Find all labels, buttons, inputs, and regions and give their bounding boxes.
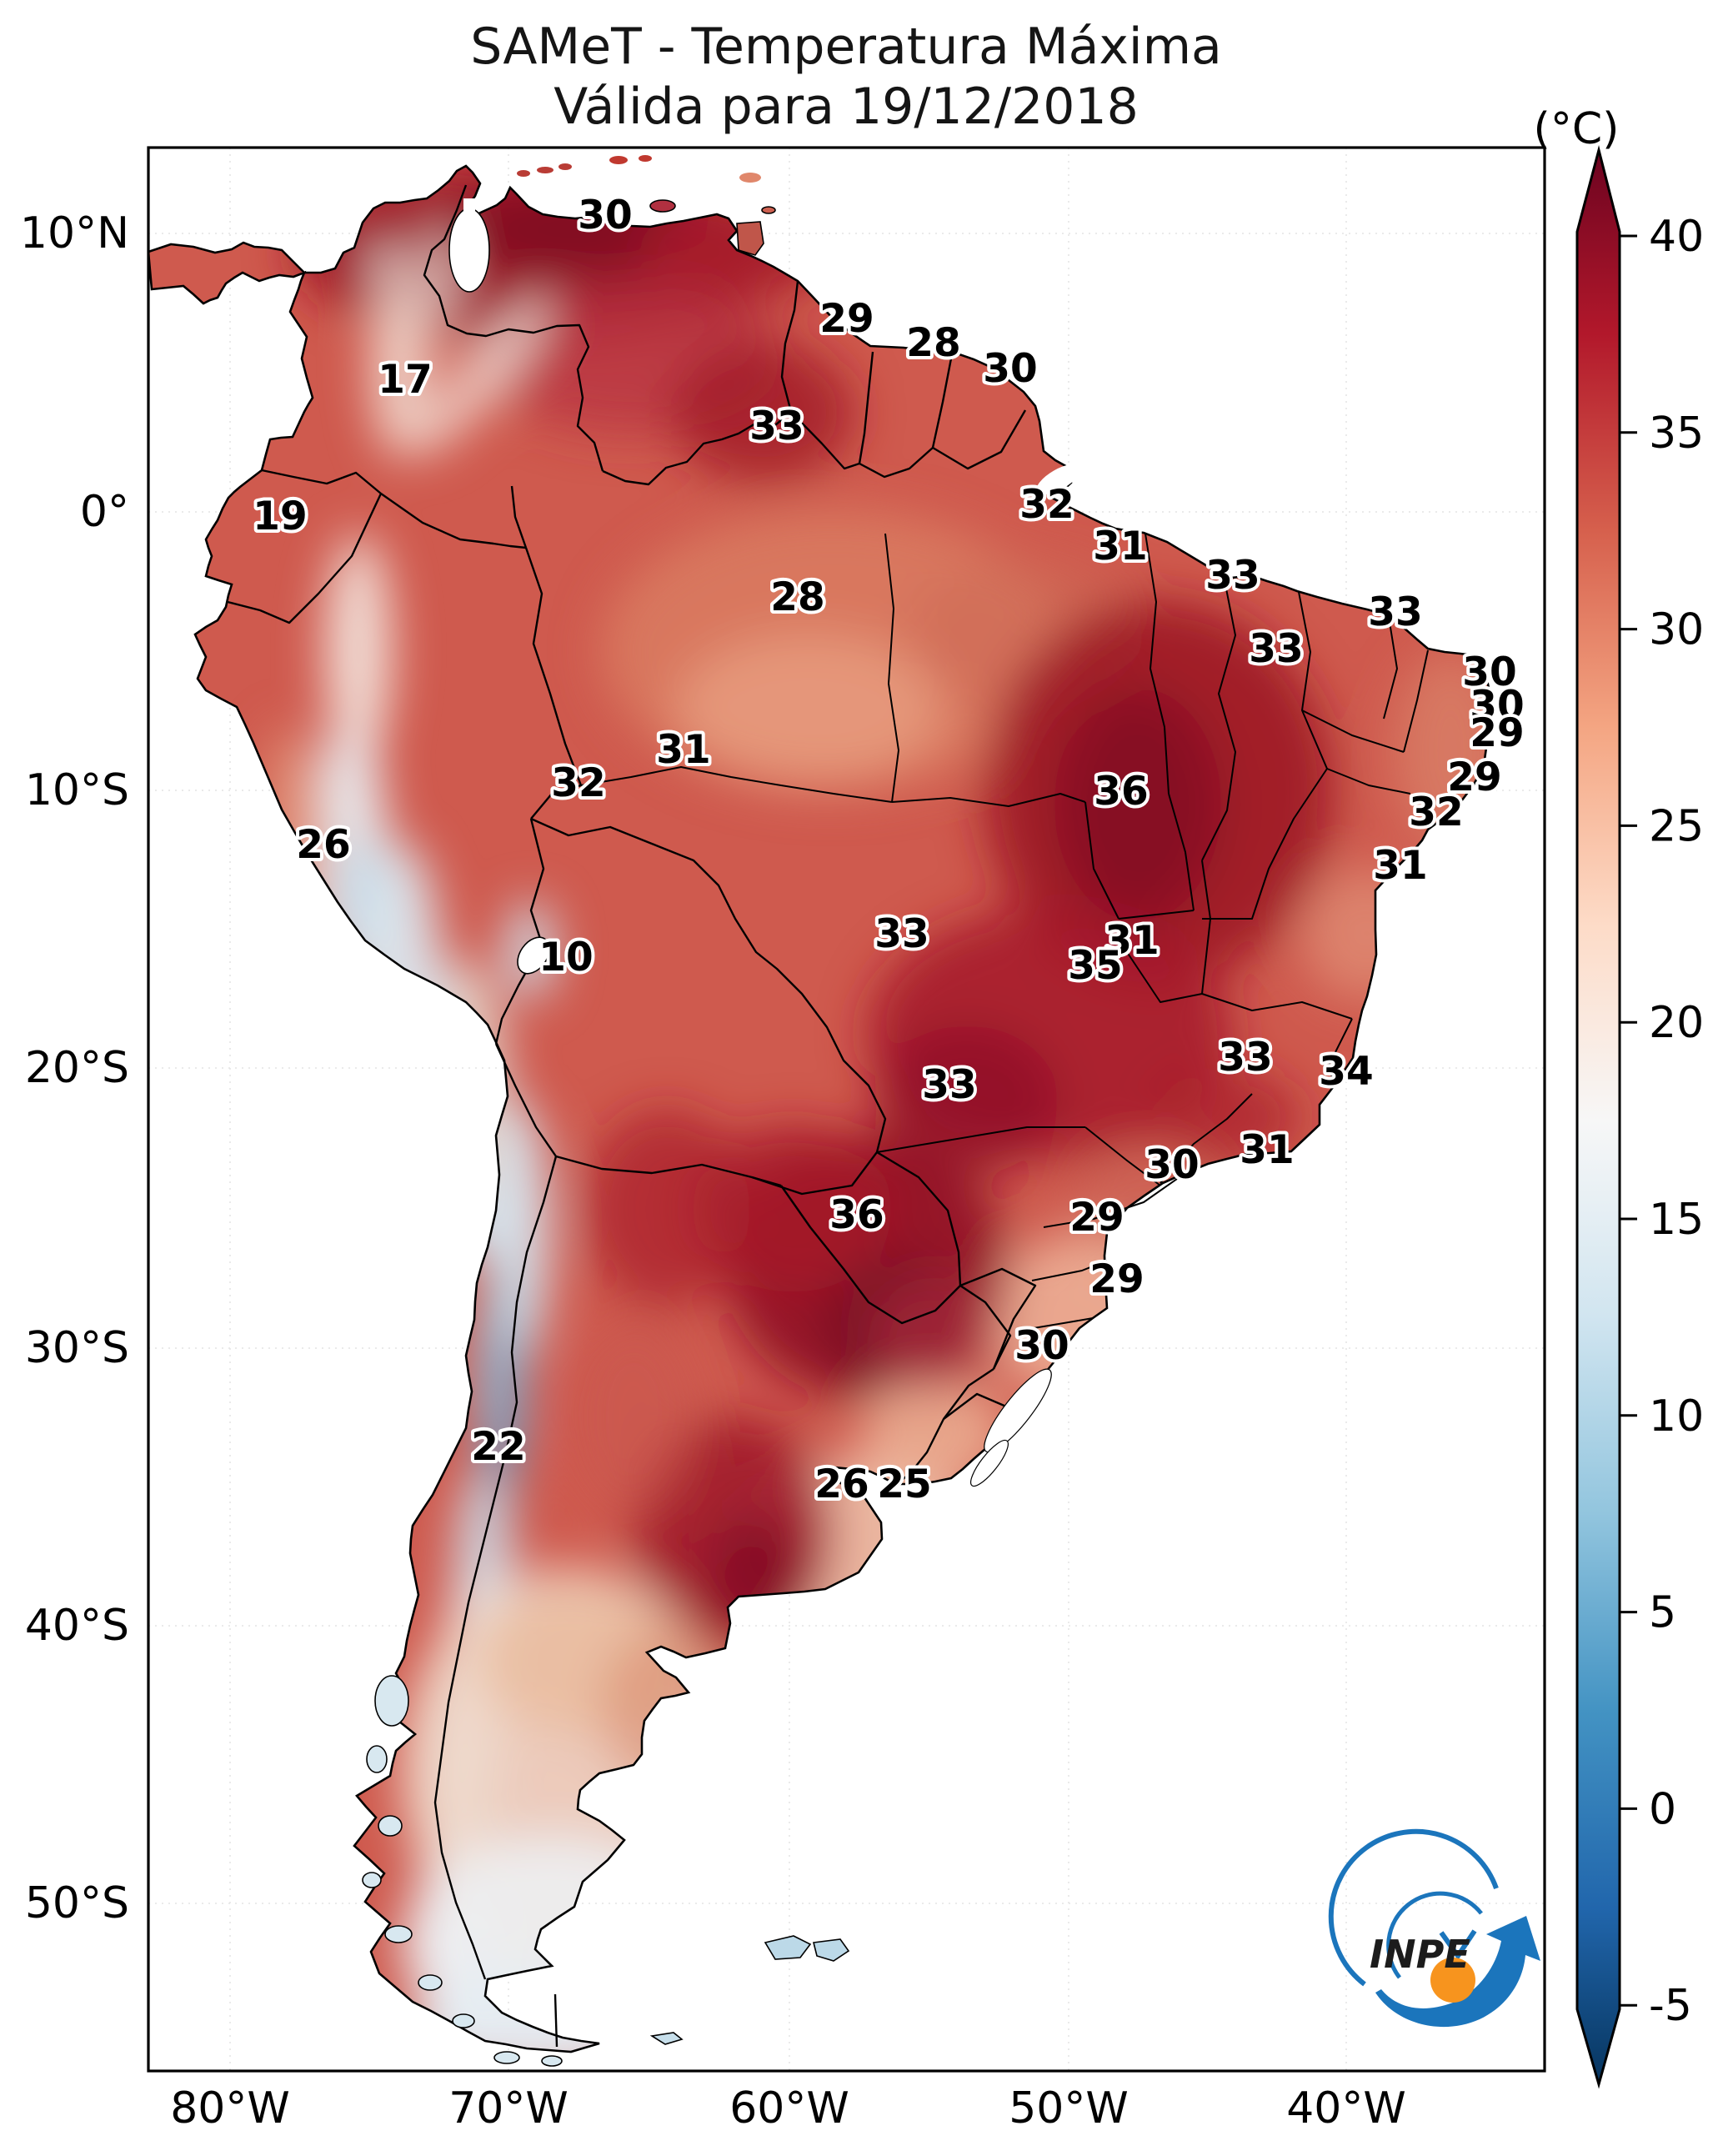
islands	[362, 155, 850, 2067]
temp-label: 30	[1462, 649, 1516, 695]
colorbar-tick-label: 10	[1649, 1391, 1704, 1442]
temp-label: 22	[471, 1424, 525, 1470]
colorbar-tick-label: -5	[1649, 1981, 1692, 2031]
colorbar-tick-label: 0	[1649, 1784, 1676, 1834]
temp-label: 33	[749, 404, 804, 449]
temp-label: 29	[1069, 1195, 1124, 1241]
temp-label: 30	[578, 193, 632, 238]
lat-tick-label: 40°S	[25, 1601, 129, 1651]
inpe-orbit-inner-arc	[1386, 1891, 1483, 1979]
lon-tick-label: 70°W	[448, 2083, 568, 2133]
lat-tick-label: 20°S	[25, 1043, 129, 1093]
temp-label: 33	[922, 1062, 976, 1108]
colorbar-tick-label: 30	[1649, 605, 1704, 655]
temp-label: 19	[253, 494, 307, 539]
temp-label: 31	[656, 727, 710, 773]
lon-tick-label: 80°W	[170, 2083, 290, 2133]
inpe-orange-dot-icon	[1430, 1958, 1475, 2003]
lon-tick-label: 50°W	[1009, 2083, 1129, 2133]
temp-label: 35	[1068, 943, 1122, 989]
lat-tick-label: 50°S	[25, 1878, 129, 1928]
colorbar-tick-label: 5	[1649, 1588, 1676, 1638]
temp-label: 26	[296, 822, 350, 868]
temp-label: 33	[1368, 589, 1422, 635]
temp-label: 34	[1319, 1049, 1373, 1095]
temp-label: 36	[829, 1192, 884, 1238]
temp-label: 30	[1470, 683, 1524, 729]
colorbar: (°C) 40 35 30 25 20 15 10 5 0 -5	[1534, 104, 1704, 2089]
lakes	[448, 198, 1081, 1487]
temperature-field	[148, 166, 1492, 2052]
colorbar-ticks: 40 35 30 25 20 15 10 5 0 -5	[1620, 212, 1704, 2031]
colorbar-unit-label: (°C)	[1534, 104, 1620, 154]
temp-label: 31	[1373, 843, 1427, 889]
temp-label: 31	[1104, 918, 1159, 964]
colorbar-tick-label: 35	[1649, 409, 1704, 459]
lat-tick-label: 10°S	[25, 765, 129, 815]
temp-label: 28	[906, 320, 960, 366]
temp-label: 33	[1205, 553, 1260, 599]
country-borders	[227, 184, 1037, 2048]
temp-label: 36	[1094, 769, 1148, 815]
colorbar-tick-label: 25	[1649, 801, 1704, 851]
temp-label: 29	[819, 296, 874, 342]
colorbar-tick-label: 20	[1649, 998, 1704, 1048]
temp-label: 30	[983, 346, 1037, 392]
latitude-axis: 10°N 0° 10°S 20°S 30°S 40°S 50°S	[20, 208, 129, 1928]
temp-label: 30	[1014, 1323, 1069, 1369]
temp-label: 17	[378, 357, 432, 403]
temp-label: 28	[770, 574, 824, 620]
lat-tick-label: 30°S	[25, 1323, 129, 1373]
colorbar-tick-label: 40	[1649, 212, 1704, 262]
temp-label: 29	[1447, 755, 1501, 800]
colorbar-gradient-bar	[1575, 145, 1621, 2089]
temp-label: 10	[538, 935, 593, 980]
temp-label: 25	[877, 1462, 931, 1507]
temp-label: 29	[1089, 1256, 1144, 1302]
figure-title-line1: SAMeT - Temperatura Máxima	[470, 18, 1222, 76]
temp-label: 32	[1019, 482, 1074, 528]
longitude-axis: 80°W 70°W 60°W 50°W 40°W	[170, 2083, 1406, 2133]
lon-tick-label: 40°W	[1286, 2083, 1406, 2133]
state-borders	[580, 533, 1429, 1331]
lon-tick-label: 60°W	[729, 2083, 849, 2133]
temp-label: 33	[874, 911, 929, 957]
temp-label: 29	[1470, 710, 1524, 756]
inpe-swoosh-arrow-icon	[1375, 1916, 1540, 2028]
figure-title-line2: Válida para 19/12/2018	[553, 78, 1139, 136]
temp-label: 31	[1240, 1127, 1294, 1173]
temp-label: 30	[1144, 1142, 1199, 1188]
temp-label: 26	[814, 1462, 869, 1507]
inpe-orbit-outer-arc	[1328, 1828, 1499, 1987]
colorbar-tick-label: 15	[1649, 1195, 1704, 1245]
lat-tick-label: 0°	[80, 487, 129, 537]
plot-frame	[147, 146, 1546, 2073]
temp-label: 32	[551, 760, 605, 806]
temp-label: 33	[1249, 626, 1303, 672]
inpe-logo-text: INPE	[1370, 1932, 1470, 1977]
temp-label: 33	[1218, 1035, 1272, 1081]
temp-label: 31	[1093, 524, 1147, 569]
temp-label: 32	[1409, 790, 1463, 835]
inpe-down-arrow-icon	[1439, 1929, 1477, 1961]
inpe-logo: INPE	[1328, 1828, 1540, 2028]
lat-tick-label: 10°N	[20, 208, 129, 258]
